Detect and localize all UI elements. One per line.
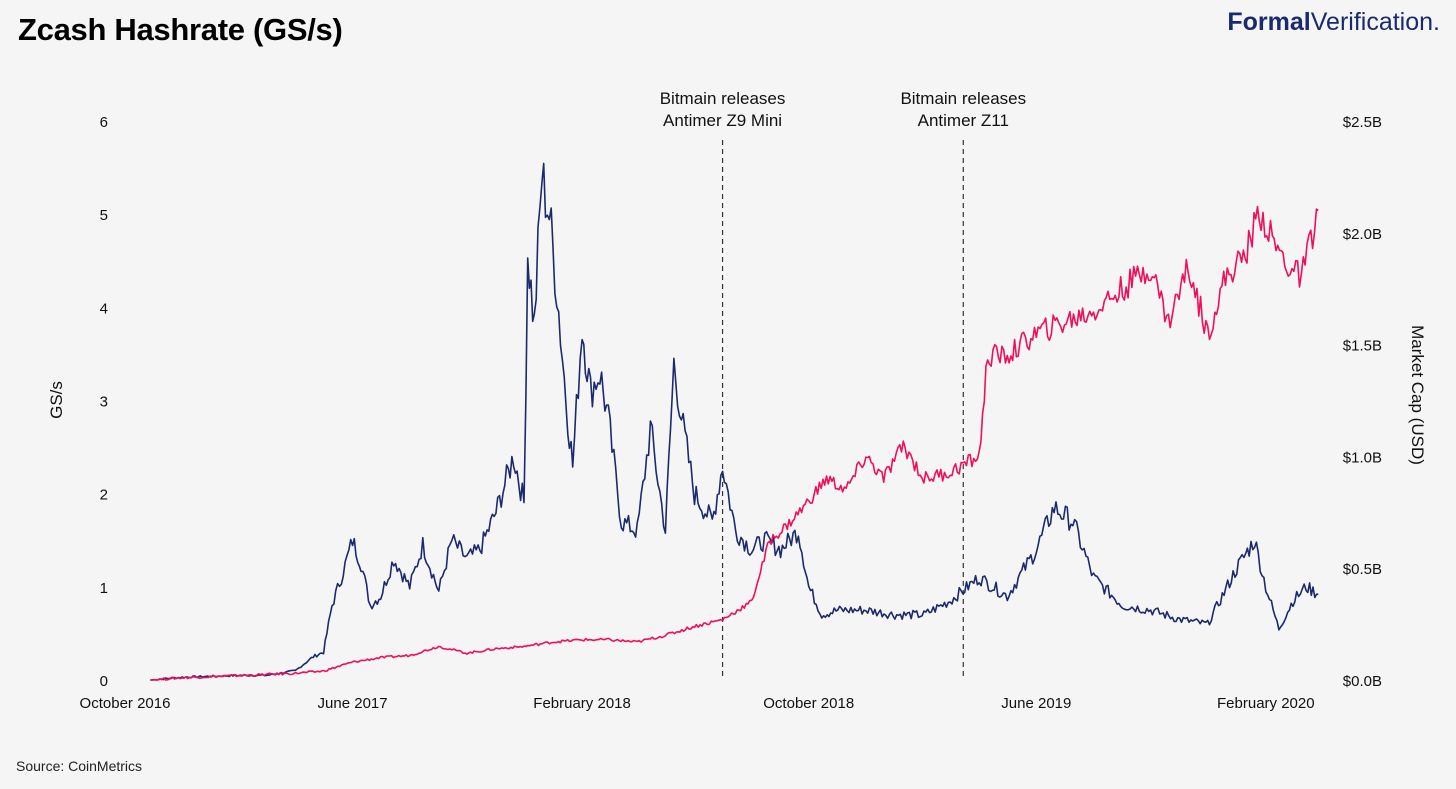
brand-light-text: Verification. — [1310, 8, 1440, 36]
annotation-label: Antimer Z11 — [918, 111, 1009, 130]
source-note: Source: CoinMetrics — [16, 758, 143, 774]
series-line-market-cap — [150, 205, 1319, 681]
y-left-axis-title: GS/s — [47, 381, 66, 419]
y-left-tick-label: 0 — [100, 673, 108, 690]
y-right-tick-label: $2.0B — [1343, 226, 1382, 243]
y-left-tick-label: 6 — [100, 114, 108, 131]
annotation-label: Antimer Z9 Mini — [663, 111, 782, 130]
x-tick-label: February 2020 — [1217, 695, 1315, 712]
x-tick-label: October 2016 — [80, 695, 171, 712]
y-left-tick-label: 5 — [100, 207, 108, 224]
x-tick-label: October 2018 — [763, 695, 854, 712]
y-right-tick-label: $0.5B — [1343, 561, 1382, 578]
series-line-hashrate — [150, 162, 1319, 681]
x-tick-label: June 2019 — [1001, 695, 1071, 712]
annotation-label: Bitmain releases — [660, 89, 786, 108]
y-right-tick-label: $1.5B — [1343, 338, 1382, 355]
y-right-tick-label: $2.5B — [1343, 114, 1382, 131]
y-left-tick-label: 4 — [100, 300, 108, 317]
y-left-tick-label: 1 — [100, 580, 108, 597]
chart-axes: 0 1 2 3 4 5 6 $0.0B $0.5B $1.0B $1.5B $2.0B $2.5B Oct… — [47, 114, 1427, 712]
y-right-axis-title: Market Cap (USD) — [1408, 325, 1427, 465]
chart-title: Zcash Hashrate (GS/s) — [18, 12, 343, 47]
y-right-tick-label: $0.0B — [1343, 673, 1382, 690]
brand-logo: FormalVerification. — [1227, 8, 1440, 37]
y-right-tick-label: $1.0B — [1343, 449, 1382, 466]
annotation-label: Bitmain releases — [900, 89, 1026, 108]
x-tick-label: June 2017 — [318, 695, 388, 712]
chart-series — [150, 162, 1319, 681]
chart-annotations: Bitmain releases Antimer Z9 Mini Bitmain r… — [660, 89, 1026, 680]
y-left-tick-label: 3 — [100, 394, 108, 411]
y-left-tick-label: 2 — [100, 487, 108, 504]
x-tick-label: February 2018 — [533, 695, 631, 712]
brand-bold-text: Formal — [1227, 8, 1311, 36]
